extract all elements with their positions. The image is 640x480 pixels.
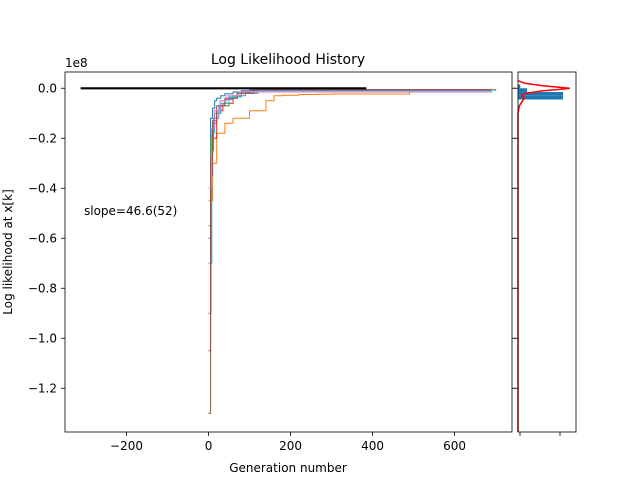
x-axis-label: Generation number	[229, 461, 347, 475]
x-tick-label: −200	[110, 439, 143, 453]
main-plot-frame	[64, 71, 513, 433]
y-tick-label: −1.2	[28, 381, 57, 395]
density-curve	[517, 79, 570, 432]
y-tick-label: −0.6	[28, 231, 57, 245]
y-tick-label: −0.8	[28, 281, 57, 295]
y-axis: 0.0 −0.2 −0.4 −0.6 −0.8 −1.0 −1.2	[28, 81, 516, 395]
y-tick-label: −0.4	[28, 181, 57, 195]
series-line-7	[208, 88, 492, 189]
histogram-bar	[518, 92, 563, 96]
y-tick-label: −1.0	[28, 331, 57, 345]
y-axis-label: Log likelihood at x[k]	[1, 189, 15, 315]
side-plot-frame	[517, 71, 577, 433]
histogram-bar	[518, 88, 527, 92]
x-axis: −200 0 200 400 600	[110, 432, 466, 453]
density-curve-line	[517, 79, 570, 432]
chart-title: Log Likelihood History	[211, 52, 365, 68]
series-lines	[80, 87, 497, 414]
y-tick-label: 0.0	[38, 81, 57, 95]
histogram-bar	[518, 95, 563, 100]
side-histogram	[514, 71, 577, 436]
slope-annotation: slope=46.6(52)	[84, 204, 177, 218]
histogram-bar	[518, 84, 521, 89]
x-tick-label: 600	[443, 439, 466, 453]
x-tick-label: 0	[205, 439, 213, 453]
histogram-bars	[518, 84, 563, 100]
side-axis-ticks	[514, 87, 561, 436]
x-tick-label: 200	[279, 439, 302, 453]
y-multiplier-label: 1e8	[65, 56, 88, 70]
x-tick-label: 400	[361, 439, 384, 453]
main-plot: Log Likelihood History −200 0 200 400 600 0.…	[1, 52, 516, 475]
series-line-1	[208, 88, 497, 202]
y-tick-label: −0.2	[28, 131, 57, 145]
